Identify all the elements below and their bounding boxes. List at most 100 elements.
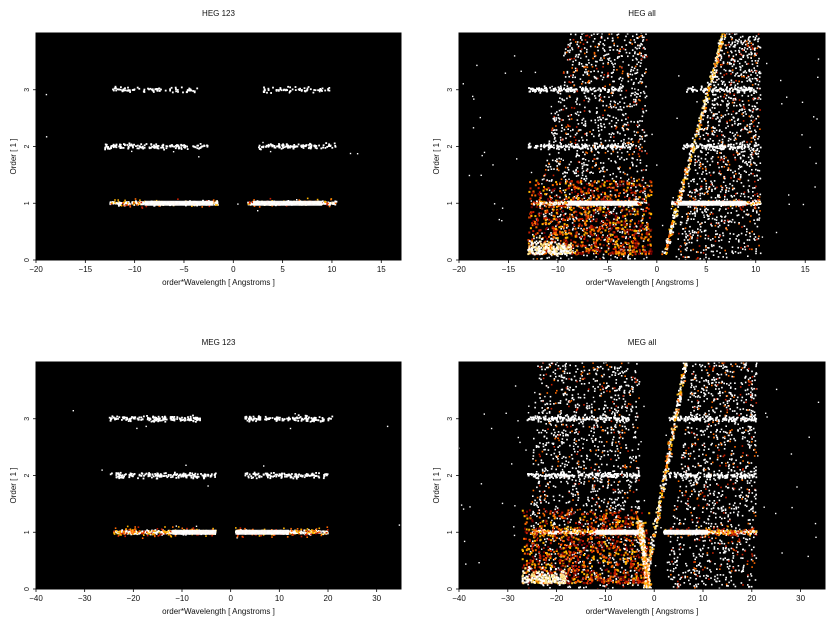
- count-cell: [636, 63, 638, 66]
- count-cell: [707, 152, 709, 154]
- count-cell: [628, 209, 631, 212]
- count-cell: [584, 236, 586, 239]
- count-cell: [642, 240, 645, 242]
- count-cell: [591, 133, 593, 135]
- count-cell: [729, 92, 731, 95]
- count-cell: [596, 236, 599, 239]
- count-cell: [535, 243, 538, 246]
- count-cell: [334, 202, 337, 205]
- count-cell: [679, 223, 682, 226]
- count-cell: [630, 70, 632, 73]
- count-cell: [749, 79, 751, 82]
- count-cell: [271, 205, 273, 207]
- count-cell: [576, 69, 578, 72]
- count-cell: [601, 183, 604, 185]
- count-cell: [530, 241, 533, 244]
- count-cell: [633, 191, 636, 194]
- count-cell: [155, 143, 158, 146]
- count-cell: [598, 135, 600, 137]
- count-cell: [743, 49, 745, 51]
- count-cell: [590, 225, 593, 228]
- count-cell: [719, 234, 721, 236]
- count-cell: [554, 112, 557, 115]
- count-cell: [625, 189, 628, 192]
- count-cell: [616, 34, 618, 36]
- count-cell: [551, 131, 553, 134]
- count-cell: [610, 258, 612, 260]
- count-cell: [540, 212, 543, 215]
- count-cell: [613, 42, 615, 45]
- count-cell: [137, 147, 140, 150]
- count-cell: [574, 112, 577, 115]
- count-cell: [596, 157, 598, 160]
- count-cell: [645, 251, 648, 253]
- count-cell: [709, 174, 712, 177]
- count-cell: [738, 165, 741, 167]
- count-cell: [538, 253, 541, 256]
- count-cell: [680, 250, 682, 253]
- count-cell: [186, 89, 189, 92]
- count-cell: [717, 223, 719, 225]
- count-cell: [746, 245, 748, 248]
- count-cell: [577, 56, 579, 58]
- count-cell: [559, 97, 561, 99]
- count-cell: [643, 140, 646, 143]
- count-cell: [551, 226, 554, 229]
- count-cell: [551, 238, 554, 240]
- count-cell: [745, 77, 748, 79]
- count-cell: [587, 59, 590, 61]
- count-cell: [640, 229, 643, 232]
- count-cell: [545, 252, 547, 255]
- count-cell: [501, 207, 504, 209]
- count-cell: [687, 182, 690, 185]
- count-cell: [621, 250, 624, 252]
- count-cell: [473, 98, 475, 100]
- count-cell: [580, 37, 582, 40]
- count-cell: [581, 162, 583, 165]
- count-cell: [685, 235, 687, 238]
- count-cell: [740, 151, 743, 153]
- count-cell: [576, 154, 579, 156]
- count-cell: [535, 179, 538, 182]
- count-cell: [564, 53, 566, 55]
- count-cell: [591, 93, 594, 95]
- count-cell: [678, 75, 680, 77]
- count-cell: [201, 206, 203, 208]
- count-cell: [685, 222, 688, 224]
- count-cell: [748, 148, 751, 150]
- count-cell: [739, 87, 741, 89]
- count-cell: [327, 203, 330, 206]
- count-cell: [738, 80, 740, 83]
- count-cell: [551, 246, 553, 249]
- count-cell: [623, 141, 625, 143]
- count-cell: [547, 244, 550, 247]
- count-cell: [736, 40, 739, 42]
- count-cell: [543, 245, 546, 248]
- count-cell: [706, 127, 709, 129]
- count-cell: [575, 54, 578, 56]
- count-cell: [609, 229, 611, 232]
- count-cell: [574, 55, 577, 58]
- count-cell: [567, 143, 570, 146]
- count-cell: [605, 199, 607, 201]
- count-cell: [756, 52, 758, 55]
- count-cell: [563, 238, 566, 241]
- count-cell: [635, 103, 638, 106]
- count-cell: [745, 50, 747, 53]
- count-cell: [739, 109, 741, 111]
- count-cell: [737, 124, 739, 126]
- count-cell: [585, 213, 588, 216]
- count-cell: [307, 147, 310, 150]
- count-cell: [726, 122, 728, 124]
- count-cell: [612, 243, 614, 245]
- count-cell: [734, 133, 737, 136]
- count-cell: [730, 35, 732, 38]
- count-cell: [602, 104, 604, 107]
- count-cell: [648, 185, 650, 187]
- count-cell: [530, 214, 533, 217]
- count-cell: [520, 70, 522, 72]
- count-cell: [579, 188, 582, 191]
- count-cell: [150, 147, 152, 149]
- count-cell: [712, 134, 715, 136]
- count-cell: [555, 250, 558, 253]
